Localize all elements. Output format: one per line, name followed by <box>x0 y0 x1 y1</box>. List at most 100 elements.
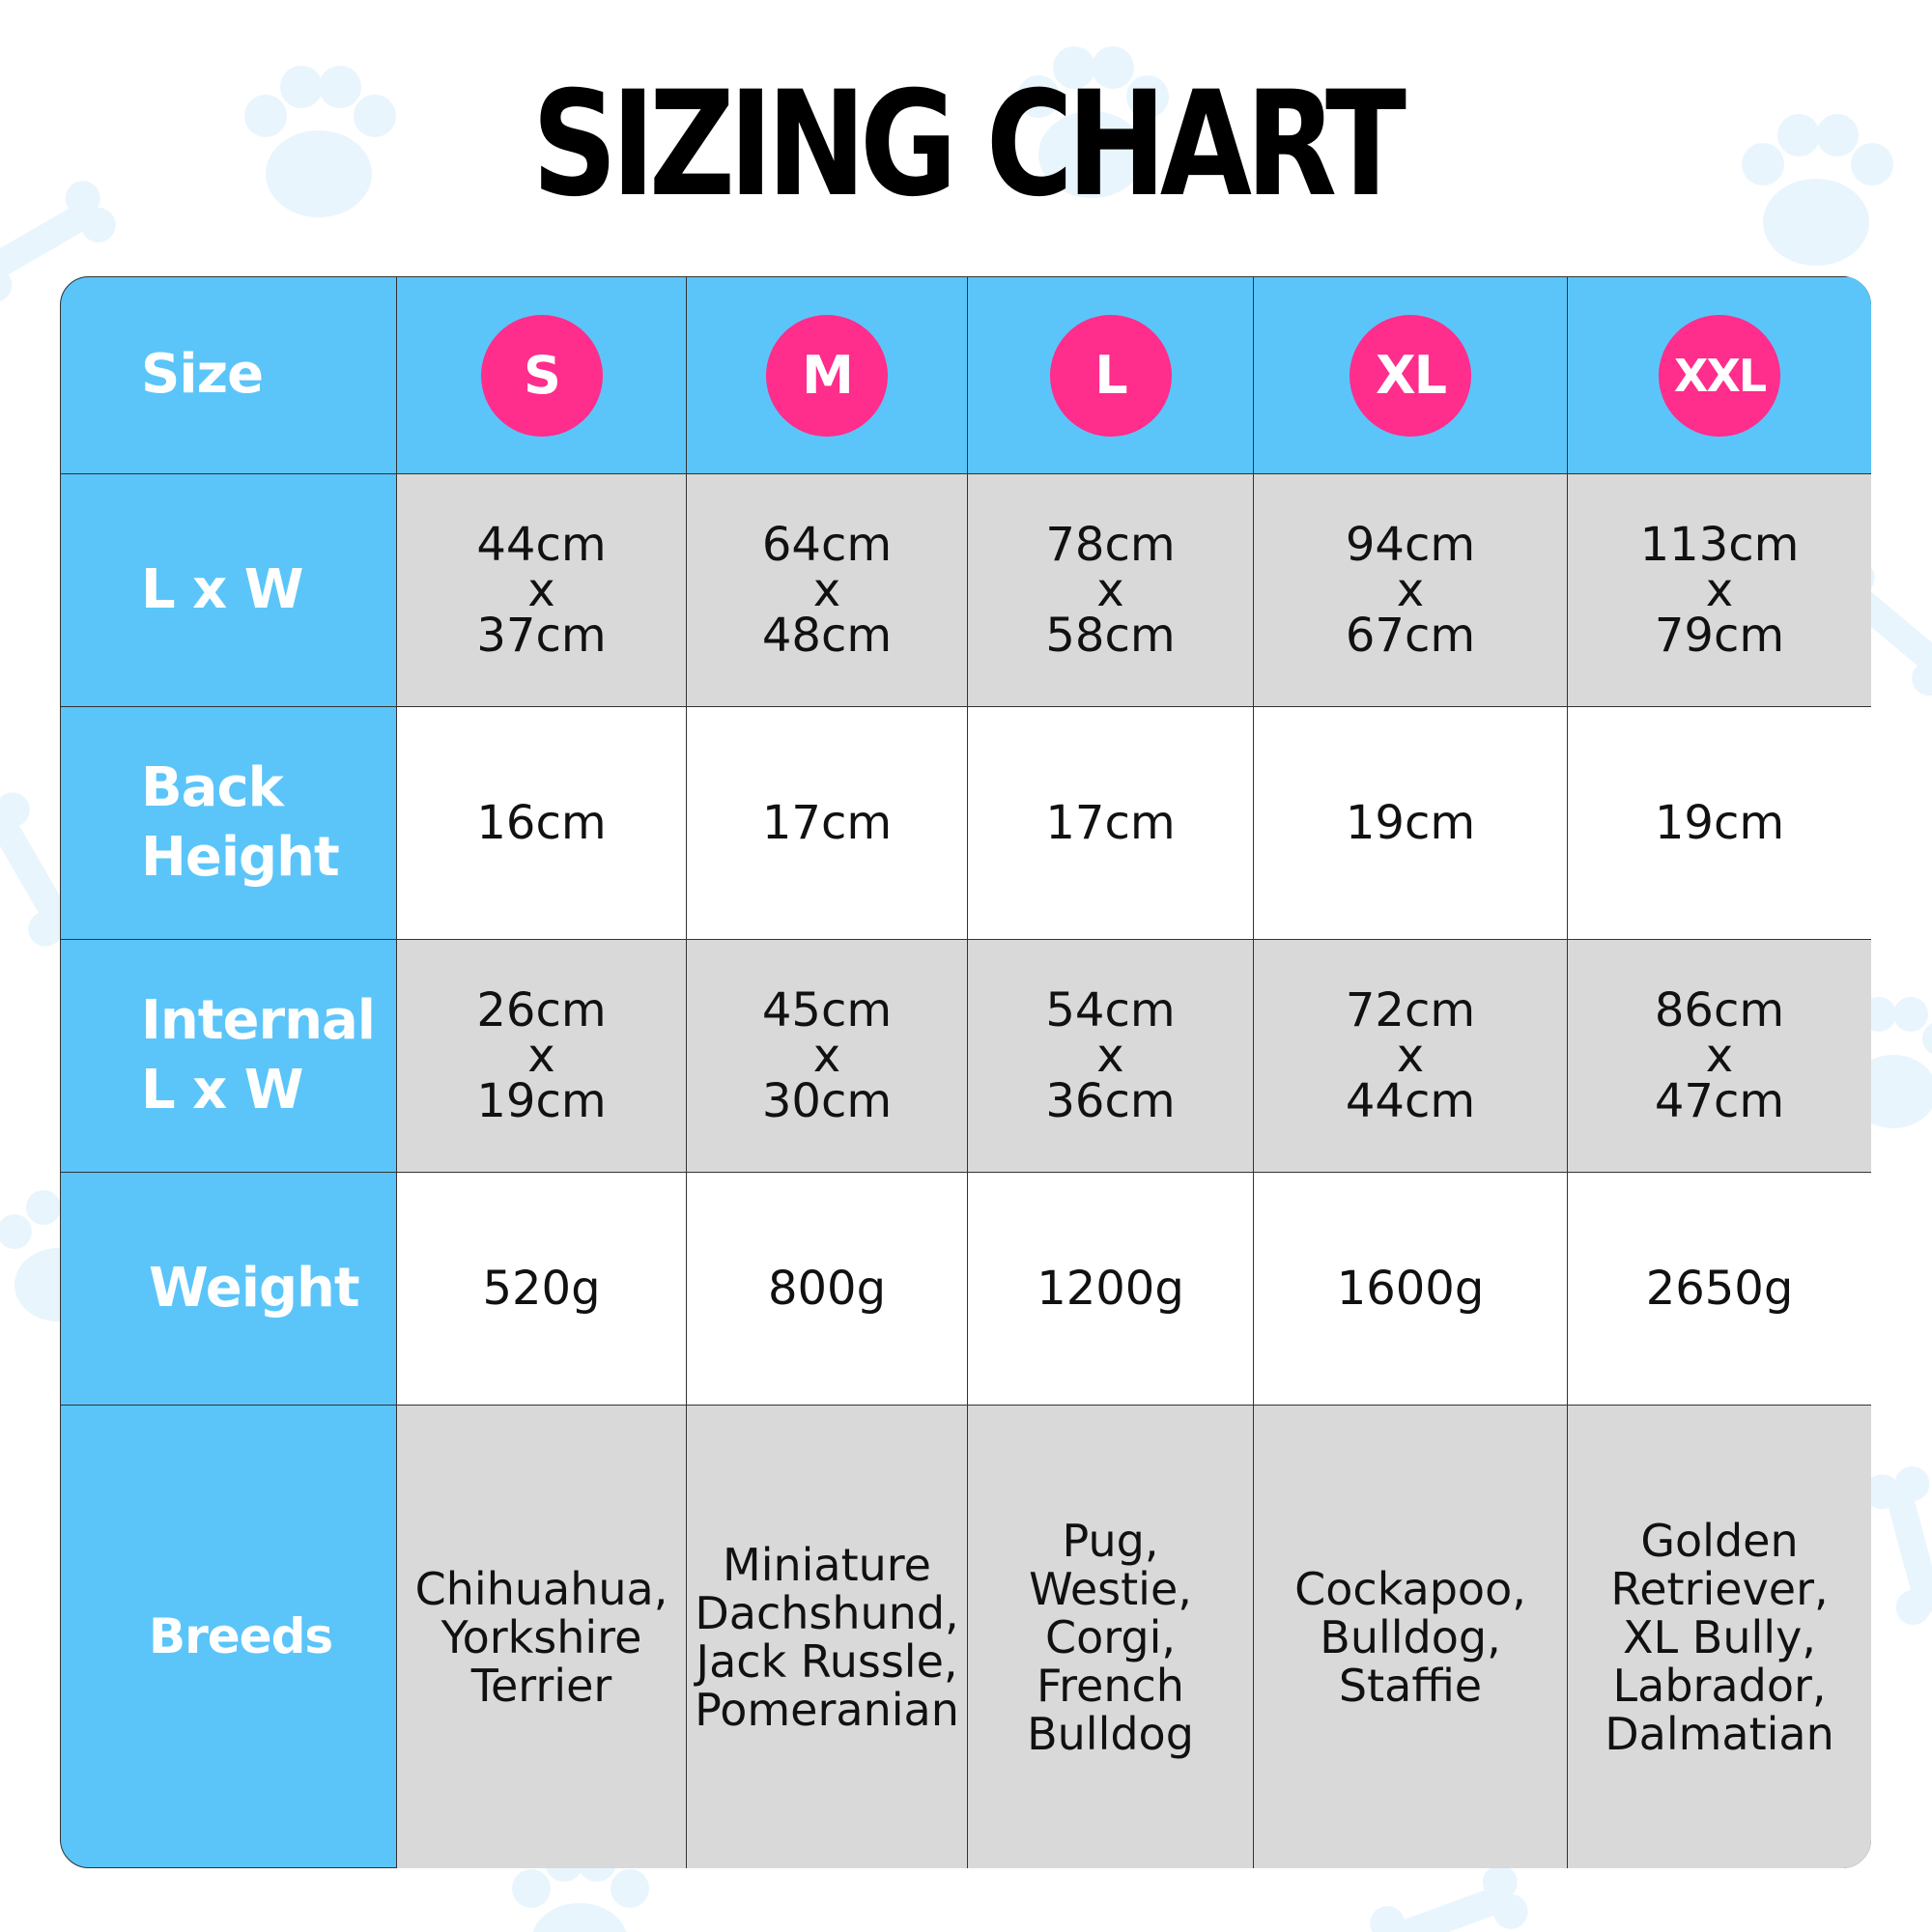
breed-line: XL Bully, <box>1623 1610 1816 1663</box>
length-value: 94cm <box>1345 518 1476 572</box>
lxw-cell: 113cm x 79cm <box>1567 473 1871 706</box>
back-height-cell: 17cm <box>686 706 967 939</box>
row-label-internal-lxw-text: L x W <box>141 1058 304 1122</box>
row-divider <box>60 1405 396 1406</box>
back-height-value: 16cm <box>476 796 607 850</box>
times-sign: x <box>1396 1029 1425 1083</box>
breeds-cell: Pug, Westie, Corgi, French Bulldog <box>967 1405 1253 1868</box>
times-sign: x <box>812 1029 841 1083</box>
row-label-back-height: Back Height <box>60 706 396 939</box>
internal-length-value: 54cm <box>1045 983 1176 1037</box>
row-label-size: Size <box>60 276 396 473</box>
times-sign: x <box>1705 1029 1734 1083</box>
row-label-internal: Internal L x W <box>60 939 396 1172</box>
breed-line: Cockapoo, <box>1294 1562 1526 1615</box>
breeds-cell: Chihuahua, Yorkshire Terrier <box>396 1405 686 1868</box>
breed-line: Labrador, <box>1612 1659 1827 1712</box>
row-divider <box>60 1172 396 1173</box>
size-header-m: M <box>686 276 967 473</box>
row-label-weight: Weight <box>60 1172 396 1405</box>
row-label-weight-text: Weight <box>149 1256 360 1320</box>
weight-cell: 1600g <box>1253 1172 1567 1405</box>
weight-value: 1600g <box>1336 1262 1485 1316</box>
size-header-l: L <box>967 276 1253 473</box>
bone-icon <box>0 181 116 302</box>
back-height-cell: 19cm <box>1567 706 1871 939</box>
breed-line: French <box>1037 1659 1184 1712</box>
internal-length-value: 26cm <box>476 983 607 1037</box>
row-label-internal-text: Internal <box>141 988 376 1052</box>
row-divider <box>60 939 396 940</box>
breed-line: Jack Russle, <box>696 1634 958 1688</box>
weight-value: 2650g <box>1645 1262 1794 1316</box>
internal-width-value: 44cm <box>1345 1074 1476 1128</box>
back-height-cell: 16cm <box>396 706 686 939</box>
weight-value: 800g <box>767 1262 887 1316</box>
internal-width-value: 47cm <box>1654 1074 1785 1128</box>
internal-lxw-cell: 86cm x 47cm <box>1567 939 1871 1172</box>
size-badge: L <box>1049 314 1172 437</box>
lxw-cell: 44cm x 37cm <box>396 473 686 706</box>
paw-print-icon <box>1742 114 1893 266</box>
breed-line: Dachshund, <box>695 1586 959 1639</box>
back-height-value: 19cm <box>1345 796 1476 850</box>
lxw-cell: 78cm x 58cm <box>967 473 1253 706</box>
times-sign: x <box>812 563 841 617</box>
breeds-cell: Golden Retriever, XL Bully, Labrador, Da… <box>1567 1405 1871 1868</box>
back-height-cell: 17cm <box>967 706 1253 939</box>
back-height-cell: 19cm <box>1253 706 1567 939</box>
internal-length-value: 72cm <box>1345 983 1476 1037</box>
sizing-table: Size L x W Back Height Internal L x W We… <box>60 276 1871 1868</box>
back-height-value: 17cm <box>761 796 893 850</box>
size-badge: XL <box>1350 314 1471 437</box>
times-sign: x <box>1396 563 1425 617</box>
size-badge: S <box>480 314 603 437</box>
back-height-value: 17cm <box>1045 796 1176 850</box>
breed-line: Miniature <box>723 1538 931 1591</box>
internal-lxw-cell: 54cm x 36cm <box>967 939 1253 1172</box>
size-badge: M <box>766 314 888 437</box>
internal-length-value: 86cm <box>1654 983 1785 1037</box>
weight-cell: 1200g <box>967 1172 1253 1405</box>
length-value: 64cm <box>761 518 893 572</box>
weight-cell: 800g <box>686 1172 967 1405</box>
row-label-size-text: Size <box>141 343 264 406</box>
weight-value: 520g <box>482 1262 601 1316</box>
row-label-back-text: Back <box>141 755 284 819</box>
breed-line: Retriever, <box>1610 1562 1829 1615</box>
internal-width-value: 36cm <box>1045 1074 1176 1128</box>
bone-icon <box>1864 1465 1932 1626</box>
weight-cell: 520g <box>396 1172 686 1405</box>
weight-value: 1200g <box>1037 1262 1184 1316</box>
size-header-s: S <box>396 276 686 473</box>
length-value: 78cm <box>1045 518 1176 572</box>
length-value: 44cm <box>476 518 607 572</box>
breeds-cell: Cockapoo, Bulldog, Staffie <box>1253 1405 1567 1868</box>
width-value: 58cm <box>1045 609 1176 663</box>
breed-line: Bulldog, <box>1320 1610 1501 1663</box>
breed-line: Bulldog <box>1027 1707 1194 1760</box>
size-header-xl: XL <box>1253 276 1567 473</box>
times-sign: x <box>527 1029 555 1083</box>
row-label-lxw: L x W <box>60 473 396 706</box>
internal-length-value: 45cm <box>761 983 893 1037</box>
breed-line: Terrier <box>470 1659 612 1712</box>
row-label-height-text: Height <box>141 825 340 889</box>
breed-line: Dalmatian <box>1605 1707 1834 1760</box>
breed-line: Pug, <box>1062 1514 1159 1567</box>
row-label-breeds-text: Breeds <box>149 1608 333 1664</box>
row-divider <box>60 706 396 707</box>
paw-print-icon <box>1017 46 1169 198</box>
times-sign: x <box>527 563 555 617</box>
breeds-cell: Miniature Dachshund, Jack Russle, Pomera… <box>686 1405 967 1868</box>
internal-lxw-cell: 45cm x 30cm <box>686 939 967 1172</box>
breed-line: Yorkshire <box>440 1610 642 1663</box>
length-value: 113cm <box>1639 518 1800 572</box>
lxw-cell: 94cm x 67cm <box>1253 473 1567 706</box>
bone-icon <box>1370 1864 1528 1932</box>
row-divider <box>60 473 396 474</box>
breed-line: Corgi, <box>1045 1610 1176 1663</box>
page-title: SIZING CHART <box>531 61 1406 229</box>
width-value: 48cm <box>761 609 893 663</box>
